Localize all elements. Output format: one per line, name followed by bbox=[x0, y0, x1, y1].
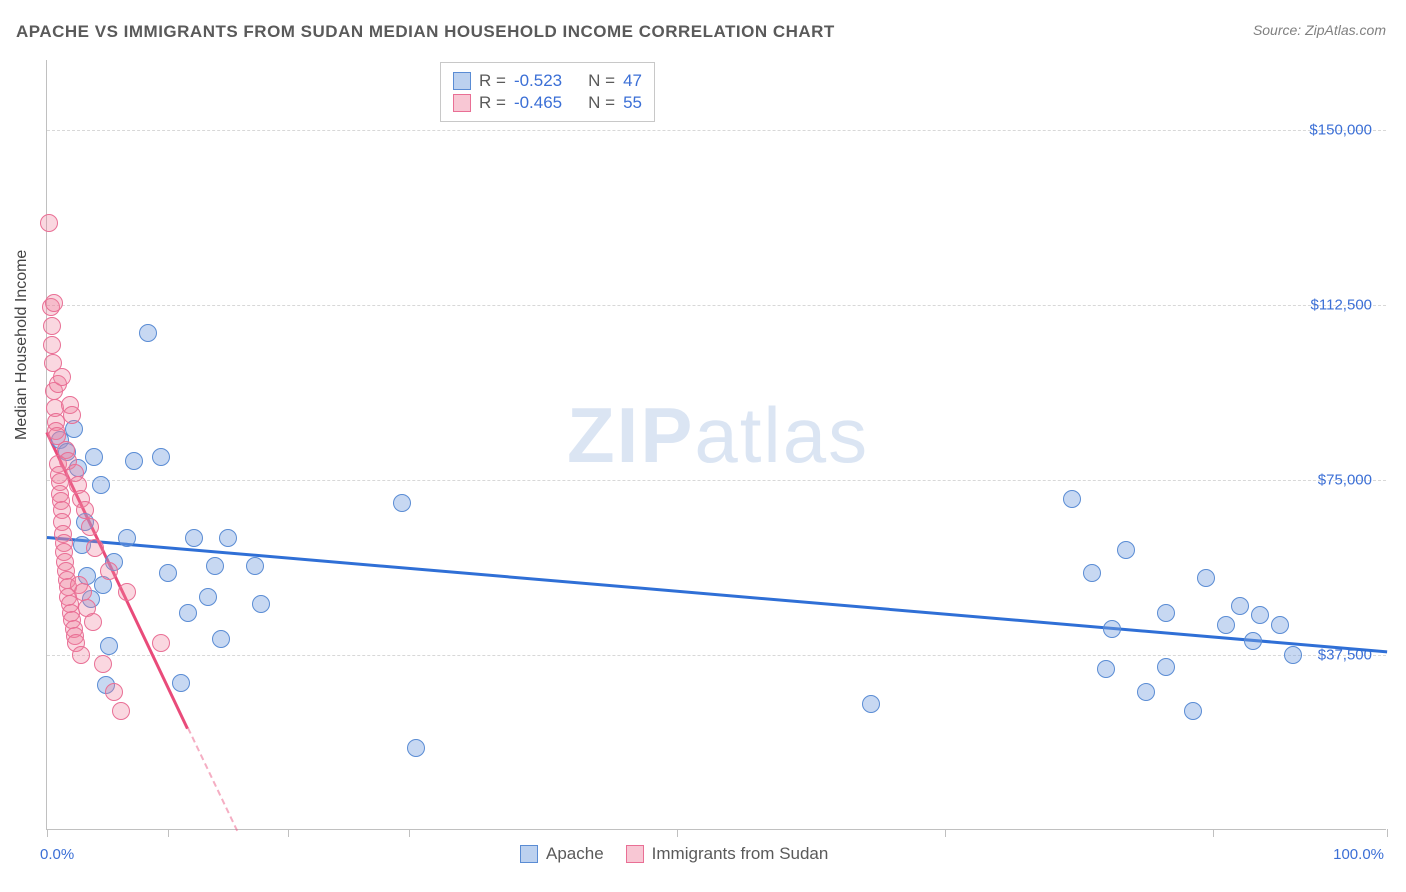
data-point bbox=[86, 539, 104, 557]
data-point bbox=[63, 406, 81, 424]
y-tick-label: $150,000 bbox=[1309, 122, 1372, 139]
x-tick bbox=[1387, 829, 1388, 837]
data-point bbox=[152, 448, 170, 466]
data-point bbox=[393, 494, 411, 512]
legend-item-sudan: Immigrants from Sudan bbox=[626, 844, 829, 864]
data-point bbox=[81, 518, 99, 536]
gridline bbox=[47, 655, 1386, 656]
stats-row-pink: R = -0.465 N = 55 bbox=[453, 93, 642, 113]
swatch-pink-icon bbox=[626, 845, 644, 863]
y-tick-label: $112,500 bbox=[1311, 297, 1372, 314]
data-point bbox=[85, 448, 103, 466]
data-point bbox=[1157, 658, 1175, 676]
data-point bbox=[72, 646, 90, 664]
data-point bbox=[43, 317, 61, 335]
data-point bbox=[1244, 632, 1262, 650]
regression-extrapolation bbox=[187, 728, 238, 832]
data-point bbox=[172, 674, 190, 692]
data-point bbox=[1271, 616, 1289, 634]
data-point bbox=[1284, 646, 1302, 664]
y-axis-title: Median Household Income bbox=[13, 250, 31, 440]
legend: Apache Immigrants from Sudan bbox=[520, 844, 828, 864]
data-point bbox=[1083, 564, 1101, 582]
x-tick bbox=[1213, 829, 1214, 837]
data-point bbox=[76, 501, 94, 519]
x-tick bbox=[677, 829, 678, 837]
data-point bbox=[43, 336, 61, 354]
legend-label: Apache bbox=[546, 844, 604, 864]
data-point bbox=[125, 452, 143, 470]
legend-label: Immigrants from Sudan bbox=[652, 844, 829, 864]
data-point bbox=[74, 583, 92, 601]
x-tick bbox=[288, 829, 289, 837]
x-tick bbox=[945, 829, 946, 837]
legend-item-apache: Apache bbox=[520, 844, 604, 864]
x-max-label: 100.0% bbox=[1333, 846, 1384, 863]
swatch-blue-icon bbox=[453, 72, 471, 90]
data-point bbox=[185, 529, 203, 547]
data-point bbox=[1184, 702, 1202, 720]
data-point bbox=[1097, 660, 1115, 678]
data-point bbox=[1231, 597, 1249, 615]
data-point bbox=[179, 604, 197, 622]
data-point bbox=[112, 702, 130, 720]
data-point bbox=[1157, 604, 1175, 622]
regression-line bbox=[47, 536, 1387, 653]
data-point bbox=[92, 476, 110, 494]
data-point bbox=[246, 557, 264, 575]
data-point bbox=[100, 562, 118, 580]
data-point bbox=[1251, 606, 1269, 624]
y-tick-label: $75,000 bbox=[1318, 472, 1372, 489]
data-point bbox=[199, 588, 217, 606]
data-point bbox=[1197, 569, 1215, 587]
gridline bbox=[47, 130, 1386, 131]
stats-box: R = -0.523 N = 47 R = -0.465 N = 55 bbox=[440, 62, 655, 122]
gridline bbox=[47, 480, 1386, 481]
x-tick bbox=[168, 829, 169, 837]
swatch-blue-icon bbox=[520, 845, 538, 863]
data-point bbox=[206, 557, 224, 575]
data-point bbox=[159, 564, 177, 582]
data-point bbox=[1217, 616, 1235, 634]
data-point bbox=[1137, 683, 1155, 701]
data-point bbox=[252, 595, 270, 613]
swatch-pink-icon bbox=[453, 94, 471, 112]
gridline bbox=[47, 305, 1386, 306]
data-point bbox=[212, 630, 230, 648]
x-tick bbox=[409, 829, 410, 837]
correlation-chart: APACHE VS IMMIGRANTS FROM SUDAN MEDIAN H… bbox=[0, 0, 1406, 892]
data-point bbox=[84, 613, 102, 631]
data-point bbox=[45, 294, 63, 312]
data-point bbox=[1103, 620, 1121, 638]
watermark: ZIPatlas bbox=[567, 390, 869, 481]
data-point bbox=[219, 529, 237, 547]
data-point bbox=[139, 324, 157, 342]
data-point bbox=[40, 214, 58, 232]
data-point bbox=[1117, 541, 1135, 559]
data-point bbox=[152, 634, 170, 652]
plot-area: ZIPatlas $37,500$75,000$112,500$150,000 bbox=[46, 60, 1386, 830]
data-point bbox=[118, 583, 136, 601]
data-point bbox=[105, 683, 123, 701]
chart-title: APACHE VS IMMIGRANTS FROM SUDAN MEDIAN H… bbox=[16, 22, 835, 42]
data-point bbox=[118, 529, 136, 547]
data-point bbox=[407, 739, 425, 757]
x-tick bbox=[47, 829, 48, 837]
data-point bbox=[94, 655, 112, 673]
data-point bbox=[1063, 490, 1081, 508]
data-point bbox=[100, 637, 118, 655]
x-min-label: 0.0% bbox=[40, 846, 74, 863]
source-label: Source: ZipAtlas.com bbox=[1253, 22, 1386, 38]
data-point bbox=[862, 695, 880, 713]
data-point bbox=[53, 368, 71, 386]
stats-row-blue: R = -0.523 N = 47 bbox=[453, 71, 642, 91]
